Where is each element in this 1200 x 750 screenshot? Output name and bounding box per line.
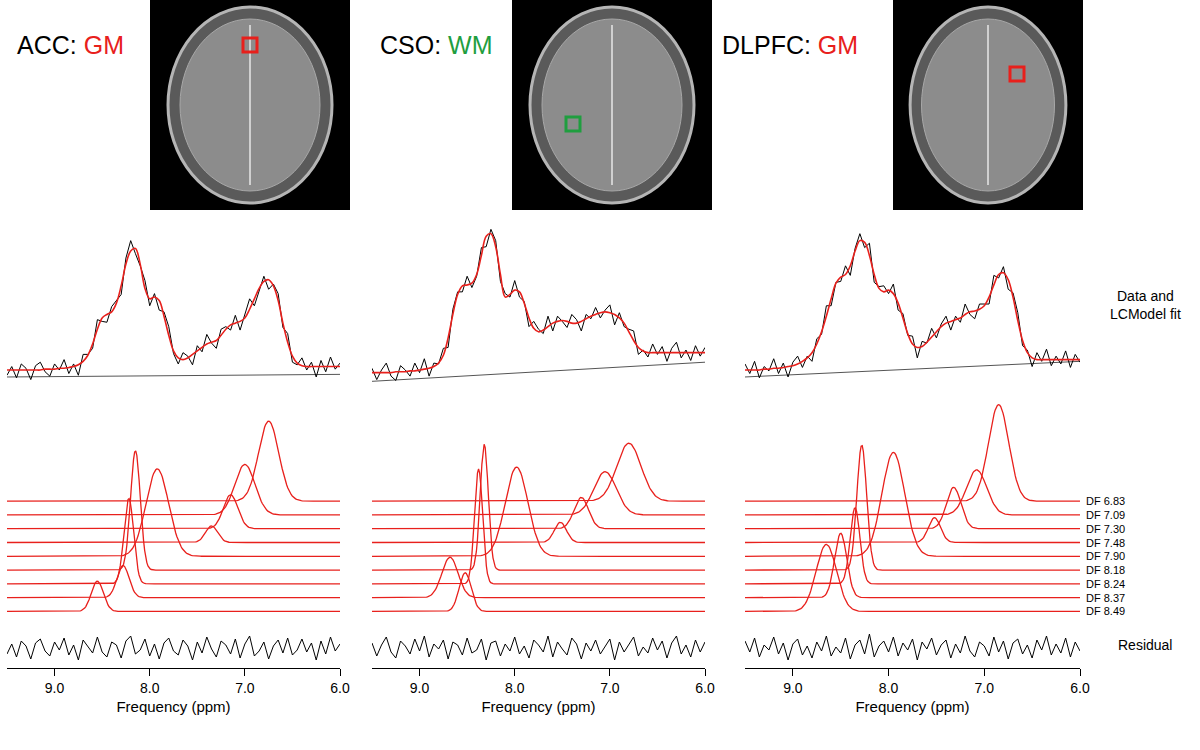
- svg-text:7.0: 7.0: [600, 680, 620, 696]
- svg-text:7.0: 7.0: [235, 680, 255, 696]
- svg-text:6.0: 6.0: [1070, 680, 1090, 696]
- svg-text:6.0: 6.0: [330, 680, 350, 696]
- svg-text:8.0: 8.0: [879, 680, 899, 696]
- svg-text:DF 8.24: DF 8.24: [1086, 578, 1125, 590]
- svg-text:7.0: 7.0: [975, 680, 995, 696]
- svg-text:DF 8.37: DF 8.37: [1086, 592, 1125, 604]
- svg-text:DF 6.83: DF 6.83: [1086, 495, 1125, 507]
- svg-text:DLPFC: GM: DLPFC: GM: [722, 31, 858, 59]
- svg-text:9.0: 9.0: [783, 680, 803, 696]
- svg-text:DF 8.18: DF 8.18: [1086, 564, 1125, 576]
- svg-text:DF 7.09: DF 7.09: [1086, 509, 1125, 521]
- svg-text:Frequency (ppm): Frequency (ppm): [116, 698, 230, 715]
- svg-text:DF 8.49: DF 8.49: [1086, 605, 1125, 617]
- svg-text:8.0: 8.0: [140, 680, 160, 696]
- svg-text:6.0: 6.0: [695, 680, 715, 696]
- svg-text:Frequency (ppm): Frequency (ppm): [855, 698, 969, 715]
- svg-text:Frequency (ppm): Frequency (ppm): [481, 698, 595, 715]
- svg-text:Data andLCModel fit: Data andLCModel fit: [1110, 288, 1181, 322]
- svg-text:ACC: GM: ACC: GM: [17, 31, 124, 59]
- svg-text:9.0: 9.0: [45, 680, 65, 696]
- svg-text:Residual: Residual: [1118, 637, 1172, 653]
- svg-text:DF 7.90: DF 7.90: [1086, 550, 1125, 562]
- svg-text:CSO: WM: CSO: WM: [380, 31, 493, 59]
- svg-text:DF 7.48: DF 7.48: [1086, 537, 1125, 549]
- svg-text:9.0: 9.0: [410, 680, 430, 696]
- svg-text:8.0: 8.0: [505, 680, 525, 696]
- svg-text:DF 7.30: DF 7.30: [1086, 523, 1125, 535]
